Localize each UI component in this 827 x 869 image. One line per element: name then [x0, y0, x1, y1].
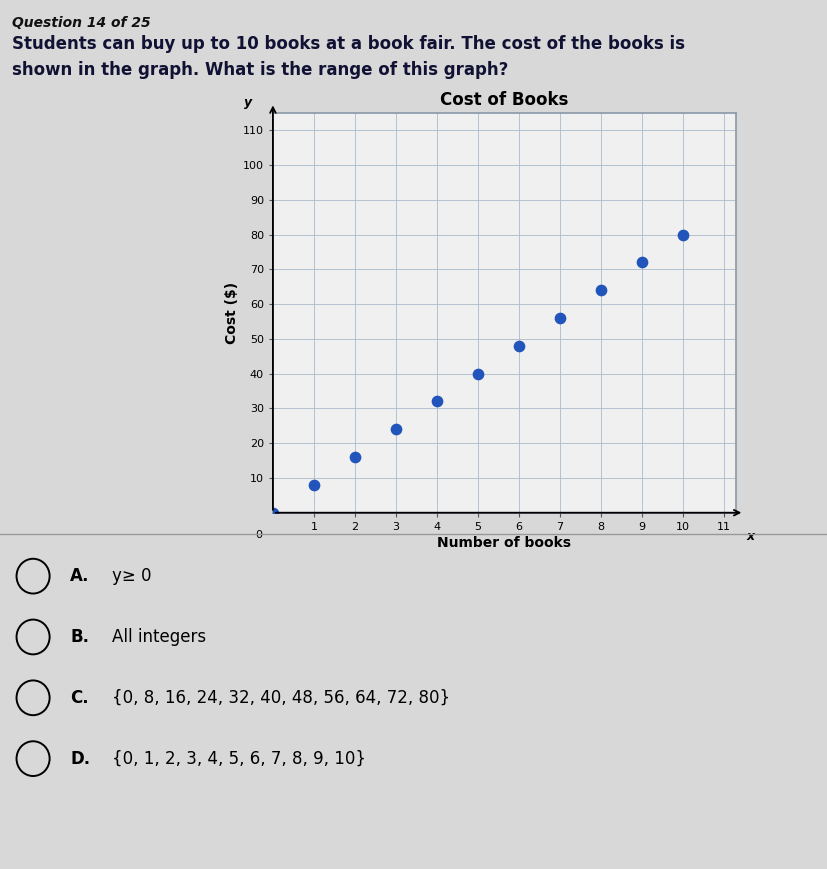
Point	[553, 311, 566, 325]
Text: shown in the graph. What is the range of this graph?: shown in the graph. What is the range of…	[12, 61, 509, 79]
Text: y≥ 0: y≥ 0	[112, 567, 151, 585]
Point	[594, 283, 607, 297]
Point	[348, 450, 361, 464]
Point	[471, 367, 485, 381]
Point	[390, 422, 403, 436]
Text: All integers: All integers	[112, 628, 206, 646]
Text: C.: C.	[70, 689, 89, 706]
Text: 0: 0	[256, 530, 263, 541]
Point	[430, 395, 443, 408]
Point	[308, 478, 321, 492]
Text: Question 14 of 25: Question 14 of 25	[12, 16, 151, 30]
Text: {0, 1, 2, 3, 4, 5, 6, 7, 8, 9, 10}: {0, 1, 2, 3, 4, 5, 6, 7, 8, 9, 10}	[112, 750, 366, 767]
Title: Cost of Books: Cost of Books	[440, 90, 569, 109]
Text: Students can buy up to 10 books at a book fair. The cost of the books is: Students can buy up to 10 books at a boo…	[12, 35, 686, 53]
Point	[635, 255, 648, 269]
Y-axis label: Cost ($): Cost ($)	[225, 282, 239, 344]
Text: y: y	[244, 96, 252, 109]
Text: x: x	[746, 530, 754, 543]
Point	[512, 339, 525, 353]
Point	[266, 506, 280, 520]
X-axis label: Number of books: Number of books	[437, 536, 571, 550]
Text: {0, 8, 16, 24, 32, 40, 48, 56, 64, 72, 80}: {0, 8, 16, 24, 32, 40, 48, 56, 64, 72, 8…	[112, 689, 450, 706]
Text: A.: A.	[70, 567, 90, 585]
Text: D.: D.	[70, 750, 90, 767]
Point	[676, 228, 690, 242]
Text: B.: B.	[70, 628, 89, 646]
